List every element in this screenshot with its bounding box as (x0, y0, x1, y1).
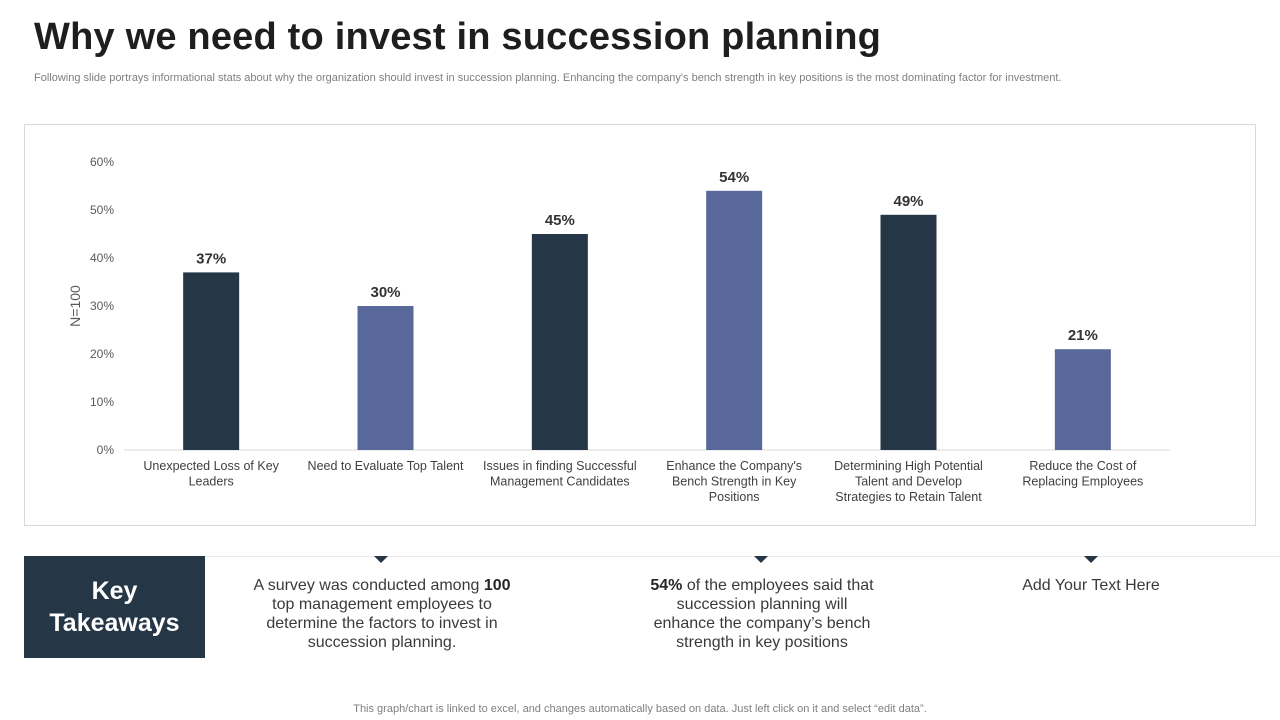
page-subtitle: Following slide portrays informational s… (34, 72, 1062, 84)
key-takeaways-label: Key Takeaways (24, 556, 205, 658)
y-tick-label: 20% (90, 347, 114, 361)
x-category-label: Bench Strength in Key (672, 475, 797, 489)
bar[interactable] (880, 214, 937, 450)
y-tick-label: 10% (90, 395, 114, 409)
x-category-label: Leaders (189, 475, 234, 489)
y-tick-label: 40% (90, 251, 114, 265)
data-label: 49% (893, 193, 923, 210)
bar[interactable] (1054, 349, 1111, 450)
takeaway-text-2-post: of the employees said that succession pl… (653, 577, 874, 651)
y-tick-label: 30% (90, 299, 114, 313)
data-label: 45% (545, 212, 575, 229)
pointer-arrow-icon (374, 556, 388, 563)
takeaways-divider (205, 556, 1280, 557)
y-tick-label: 50% (90, 203, 114, 217)
key-takeaways-heading: Key Takeaways (49, 577, 180, 637)
x-category-label: Determining High Potential (834, 459, 983, 473)
data-label: 21% (1068, 327, 1098, 344)
x-category-label: Issues in finding Successful (483, 459, 637, 473)
takeaway-text-3[interactable]: Add Your Text Here (1000, 576, 1182, 595)
page-title: Why we need to invest in succession plan… (34, 16, 882, 58)
y-tick-label: 60% (90, 155, 114, 169)
bar-chart[interactable]: 0% 10% 20% 30% 40% 50% 60% N=100 37% Unexpected L… (24, 124, 1254, 524)
x-category-label: Unexpected Loss of Key (143, 459, 279, 473)
data-label: 30% (370, 284, 400, 301)
y-tick-label: 0% (97, 443, 115, 457)
data-label: 54% (719, 169, 749, 186)
bar[interactable] (531, 234, 588, 450)
takeaway-text-2: 54% of the employees said that successio… (648, 576, 876, 652)
pointer-arrow-icon (1084, 556, 1098, 563)
bar[interactable] (357, 306, 414, 450)
takeaway-text-1-post: top management employees to determine th… (266, 596, 498, 651)
x-category-label: Talent and Develop (855, 475, 962, 489)
footnote: This graph/chart is linked to excel, and… (353, 703, 927, 715)
x-category-label: Replacing Employees (1022, 475, 1143, 489)
pointer-arrow-icon (754, 556, 768, 563)
x-category-label: Management Candidates (490, 475, 630, 489)
x-category-label: Enhance the Company's (666, 459, 802, 473)
takeaway-text-3-placeholder[interactable]: Add Your Text Here (1022, 577, 1160, 594)
x-category-label: Strategies to Retain Talent (835, 490, 982, 504)
data-label: 37% (196, 250, 226, 267)
bar[interactable] (706, 190, 763, 451)
x-category-label: Need to Evaluate Top Talent (308, 459, 464, 473)
takeaway-text-1: A survey was conducted among 100 top man… (246, 576, 518, 652)
x-category-label: Positions (709, 490, 760, 504)
y-axis-title: N=100 (67, 285, 83, 327)
x-category-label: Reduce the Cost of (1029, 459, 1137, 473)
takeaway-text-1-pre: A survey was conducted among (253, 577, 484, 594)
takeaway-text-2-bold: 54% (650, 577, 683, 594)
takeaway-text-1-bold: 100 (483, 577, 511, 594)
bar[interactable] (183, 272, 240, 450)
